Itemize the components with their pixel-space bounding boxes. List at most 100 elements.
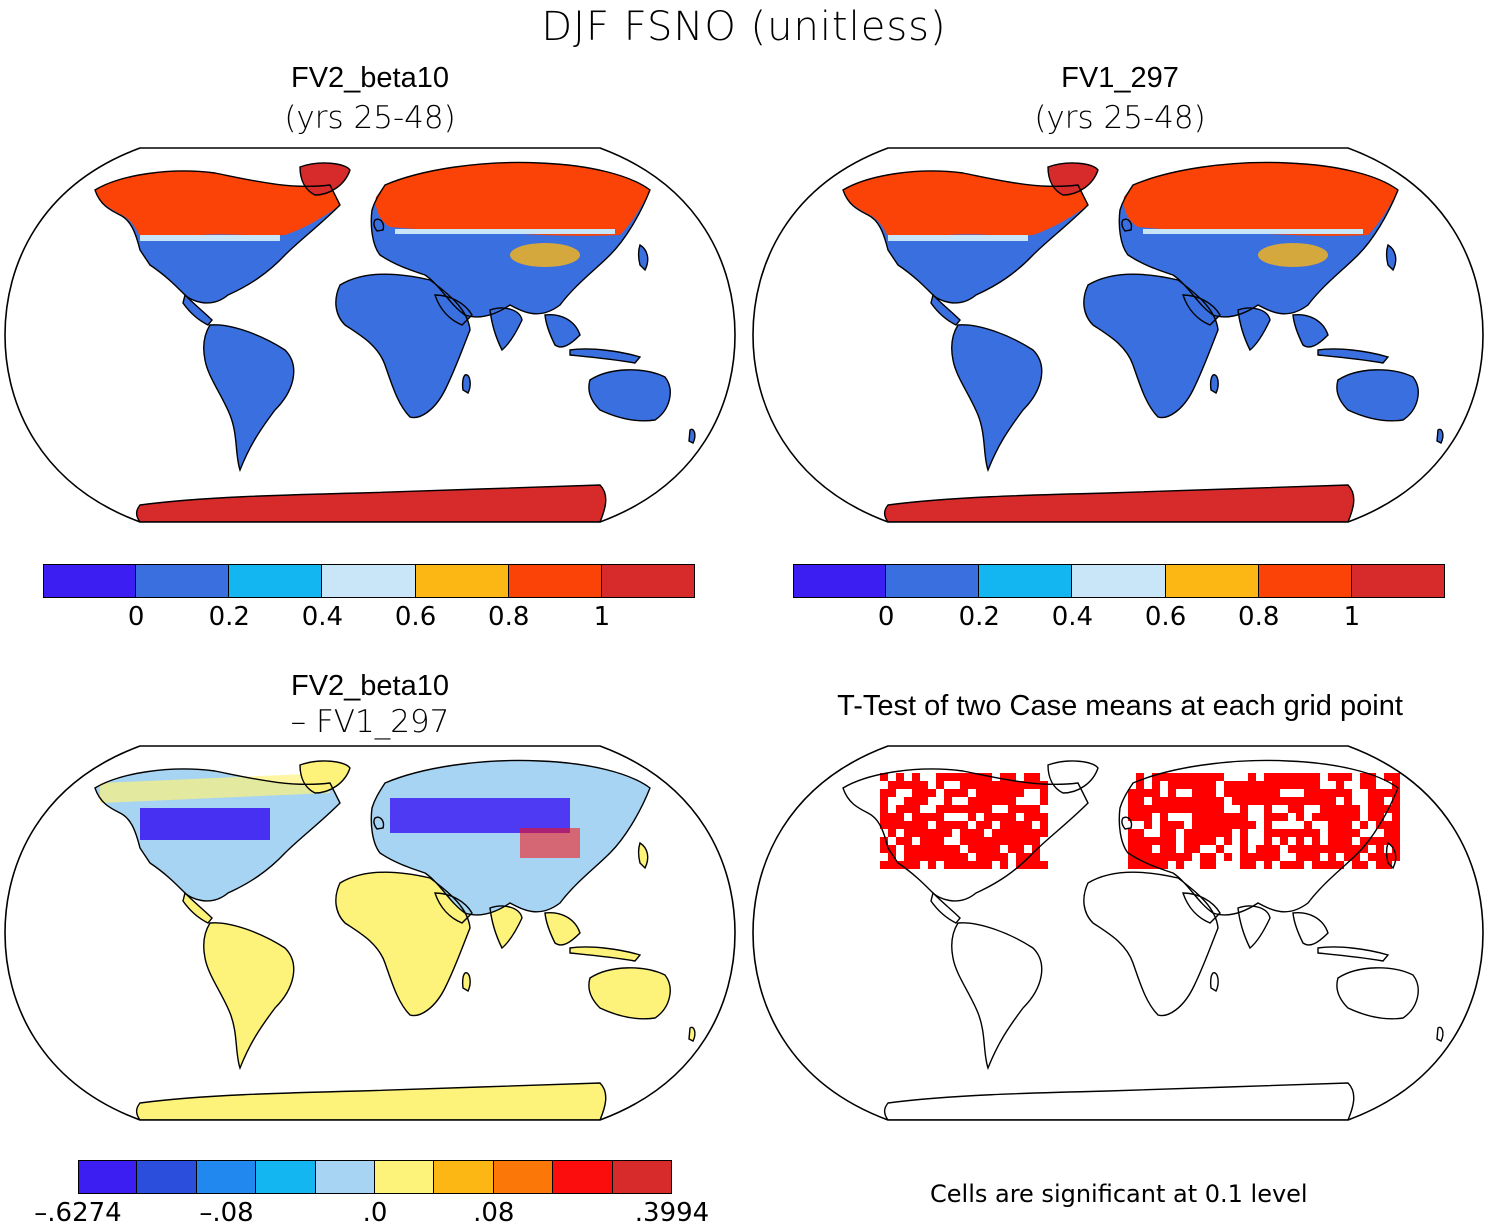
significant-cell: [1240, 837, 1248, 845]
colorbar-tick-label: 0.8: [488, 602, 530, 632]
colorbar-swatch: [1072, 564, 1166, 598]
significant-cell: [1256, 781, 1264, 789]
significant-cell: [976, 797, 984, 805]
significant-cell: [1360, 845, 1368, 853]
significant-cell: [912, 829, 920, 837]
significant-cell: [1208, 781, 1216, 789]
significant-cell: [1336, 829, 1344, 837]
significant-cell: [1384, 821, 1392, 829]
significant-cell: [1184, 781, 1192, 789]
coastline: [1121, 218, 1133, 232]
coastline: [1436, 1026, 1444, 1042]
significant-cell: [1200, 829, 1208, 837]
significant-cell: [912, 853, 920, 861]
colorbar-swatch: [601, 564, 695, 598]
significant-cell: [1040, 789, 1048, 797]
colorbar-tick-label: 0.2: [958, 602, 1000, 632]
significant-cell: [1272, 773, 1280, 781]
significant-cell: [1352, 845, 1360, 853]
figure-title: DJF FSNO (unitless): [541, 4, 947, 50]
significant-cell: [1272, 789, 1280, 797]
significant-cell: [1032, 773, 1040, 781]
colorbar-tick-label: 0: [127, 602, 145, 632]
significant-cell: [1328, 805, 1336, 813]
significant-cell: [1280, 813, 1288, 821]
significant-cell: [1296, 797, 1304, 805]
significant-cell: [1024, 821, 1032, 829]
significant-cell: [1200, 821, 1208, 829]
map-land-layer: [94, 759, 696, 1120]
significant-cell: [1240, 813, 1248, 821]
significant-cell: [968, 861, 976, 869]
significant-cell: [1024, 837, 1032, 845]
colorbar-tick-label: .0: [362, 1198, 388, 1228]
significant-cell: [952, 773, 960, 781]
land-region: [335, 872, 470, 1016]
significant-cell: [1232, 797, 1240, 805]
significant-cell: [920, 837, 928, 845]
coastline: [489, 905, 523, 950]
significant-cell: [984, 837, 992, 845]
significant-cell: [1312, 781, 1320, 789]
significant-cell: [1008, 845, 1016, 853]
colorbar-swatch: [1258, 564, 1352, 598]
significant-cell: [1168, 805, 1176, 813]
significant-cell: [1344, 853, 1352, 861]
significant-cell: [984, 797, 992, 805]
significant-cell: [1368, 813, 1376, 821]
significant-cell: [1024, 773, 1032, 781]
significant-cell: [1328, 829, 1336, 837]
colorbar-swatch: [78, 1160, 138, 1194]
significant-cell: [952, 861, 960, 869]
significant-cell: [1160, 773, 1168, 781]
significant-cell: [1280, 861, 1288, 869]
significant-cell: [1360, 821, 1368, 829]
significant-cell: [1256, 789, 1264, 797]
significant-cell: [1336, 861, 1344, 869]
coastline: [94, 768, 341, 902]
map-frame: [752, 745, 1484, 1121]
significant-cell: [888, 781, 896, 789]
significant-cell: [1376, 797, 1384, 805]
significant-cell: [1240, 861, 1248, 869]
significant-cell: [1008, 797, 1016, 805]
significant-cell: [888, 853, 896, 861]
significant-cell: [1264, 821, 1272, 829]
significant-cell: [1368, 773, 1376, 781]
diff-strong-negative-eurasia: [390, 798, 570, 833]
coastline: [434, 892, 473, 924]
significant-cell: [1272, 845, 1280, 853]
significant-cell: [936, 853, 944, 861]
significant-cell: [1256, 853, 1264, 861]
significant-cell: [936, 773, 944, 781]
panel-3-colorbar: [78, 1160, 672, 1194]
significant-cell: [1192, 829, 1200, 837]
significant-cell: [1248, 781, 1256, 789]
colorbar-swatch: [493, 1160, 554, 1194]
significant-cell: [1000, 861, 1008, 869]
significant-cell: [960, 773, 968, 781]
significant-cell: [1016, 789, 1024, 797]
coastline: [1083, 871, 1219, 1017]
significant-cell: [1312, 853, 1320, 861]
panel-3-subtitle: – FV1_297: [290, 704, 450, 740]
significant-cell: [1136, 781, 1144, 789]
significant-cell: [904, 797, 912, 805]
significant-cell: [1248, 797, 1256, 805]
significant-cell: [1128, 845, 1136, 853]
significant-cell: [1032, 861, 1040, 869]
significant-cell: [1224, 837, 1232, 845]
significant-cell: [912, 797, 920, 805]
colorbar-swatch: [508, 564, 602, 598]
significant-cell: [1192, 789, 1200, 797]
significant-cell: [1376, 861, 1384, 869]
snow-region-north-america: [843, 170, 1088, 239]
significant-cell: [960, 837, 968, 845]
colorbar-tick-label: 1: [593, 602, 611, 632]
land-region: [203, 922, 294, 1068]
significant-cell: [976, 805, 984, 813]
significant-cell: [1192, 821, 1200, 829]
panel-1-subtitle: (yrs 25-48): [284, 100, 456, 136]
significant-cell: [1288, 781, 1296, 789]
significant-cell: [1320, 845, 1328, 853]
